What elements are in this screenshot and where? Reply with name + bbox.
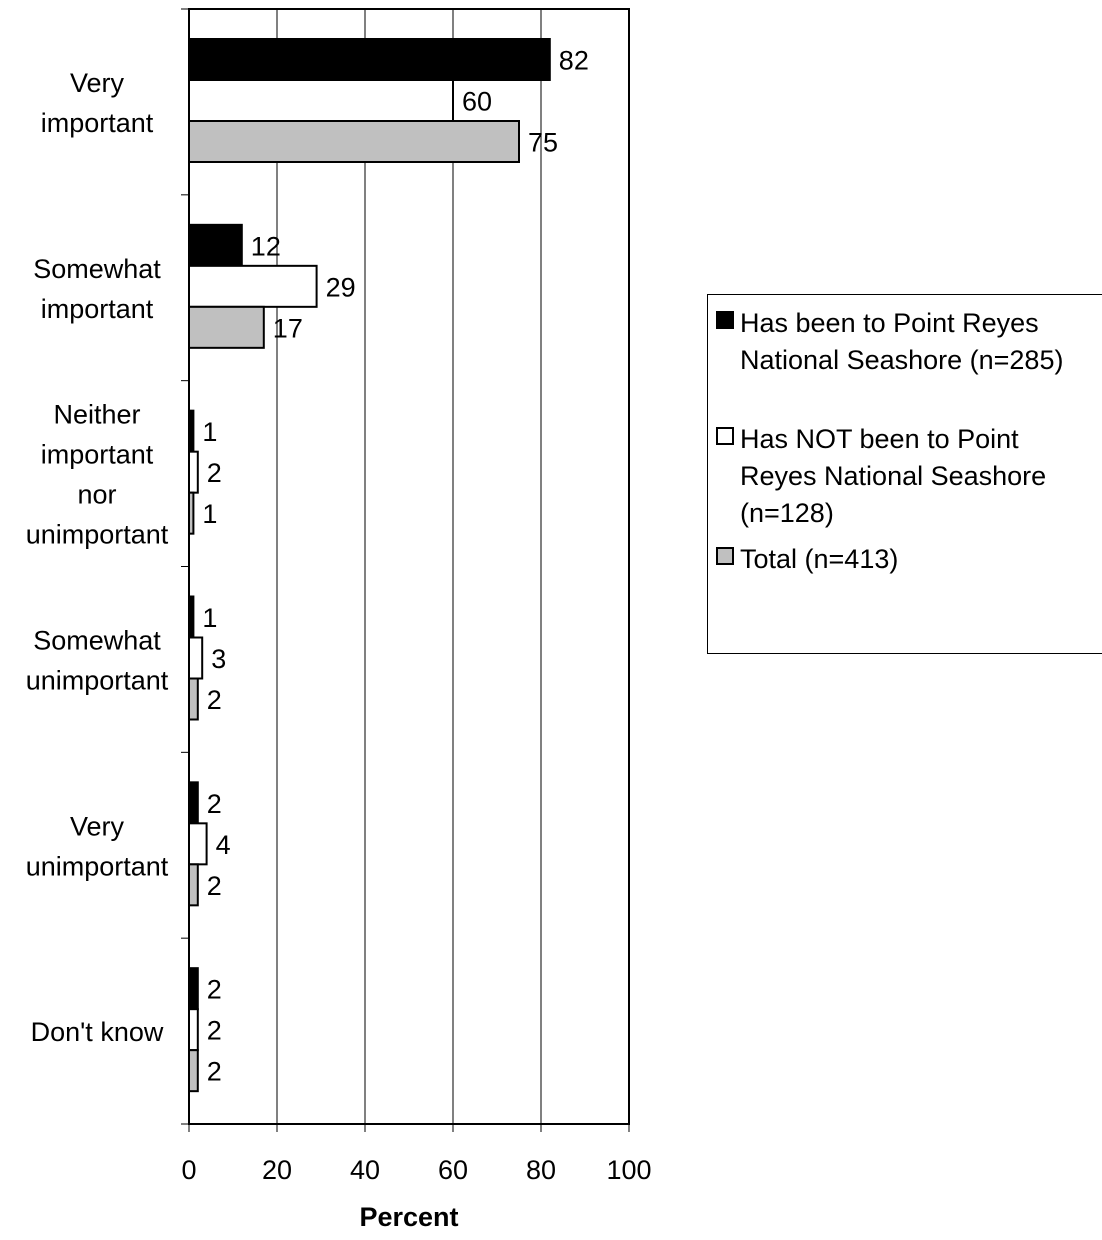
category-label: important [41,440,154,470]
legend-label-not-visited-line1: Has NOT been to Point [740,424,1019,454]
data-label: 2 [207,458,222,488]
category-label: important [41,294,154,324]
bar [188,781,199,825]
data-label: 17 [273,313,303,343]
data-label: 2 [207,1057,222,1087]
data-label: 1 [202,417,217,447]
legend-label-not-visited-line3: (n=128) [740,498,834,528]
x-tick-label: 80 [526,1155,556,1185]
bar [188,79,454,122]
legend-label-visited-line2: National Seashore (n=285) [740,345,1064,375]
data-label: 2 [207,789,222,819]
data-label: 60 [462,87,492,117]
category-label: unimportant [26,851,169,881]
x-tick-label: 40 [350,1155,380,1185]
data-label: 2 [207,1016,222,1046]
x-tick-label: 0 [181,1155,196,1185]
legend-label-total-line1: Total (n=413) [740,544,899,574]
legend-label-not-visited-line2: Reyes National Seashore [740,461,1047,491]
category-label: Somewhat [33,625,161,655]
bar [188,450,199,494]
bar [188,1008,199,1052]
data-label: 4 [216,830,231,860]
bar [188,120,520,163]
data-label: 1 [202,499,217,529]
bar [188,863,199,907]
data-label: 2 [207,975,222,1005]
plot-area [189,9,629,1124]
data-label: 2 [207,871,222,901]
legend-item-total: Total (n=413) [716,541,1102,578]
data-label: 29 [326,272,356,302]
x-tick-label: 20 [262,1155,292,1185]
bar [188,822,208,866]
legend-item-visited: Has been to Point Reyes National Seashor… [716,305,1102,379]
legend-swatch-not-visited [716,427,734,445]
data-label: 82 [559,46,589,76]
bar [188,305,265,349]
category-label: unimportant [26,520,169,550]
bar [188,636,204,680]
category-label: Neither [53,400,140,430]
bar [188,677,199,721]
legend-item-not-visited: Has NOT been to Point Reyes National Sea… [716,421,1102,532]
category-label: nor [77,480,116,510]
bar [188,38,551,81]
bar [188,1049,199,1093]
bar [188,967,199,1011]
x-tick-label: 60 [438,1155,468,1185]
category-label: unimportant [26,665,169,695]
legend-label-visited: Has been to Point Reyes National Seashor… [740,305,1102,379]
legend-label-not-visited: Has NOT been to Point Reyes National Sea… [740,421,1102,532]
legend-label-total: Total (n=413) [740,541,1102,578]
bar [188,223,243,267]
legend-label-visited-line1: Has been to Point Reyes [740,308,1039,338]
category-label: Don't know [31,1017,164,1047]
legend-swatch-visited [716,311,734,329]
data-label: 1 [202,603,217,633]
category-label: Somewhat [33,254,161,284]
legend-swatch-total [716,547,734,565]
data-label: 3 [211,644,226,674]
category-label: Very [70,68,125,98]
category-label: Very [70,811,125,841]
x-axis-title: Percent [359,1202,458,1232]
data-label: 2 [207,685,222,715]
data-label: 75 [528,128,558,158]
chart-legend: Has been to Point Reyes National Seashor… [707,294,1102,654]
category-label: important [41,108,154,138]
data-label: 12 [251,231,281,261]
x-tick-label: 100 [606,1155,651,1185]
bar [188,264,318,308]
